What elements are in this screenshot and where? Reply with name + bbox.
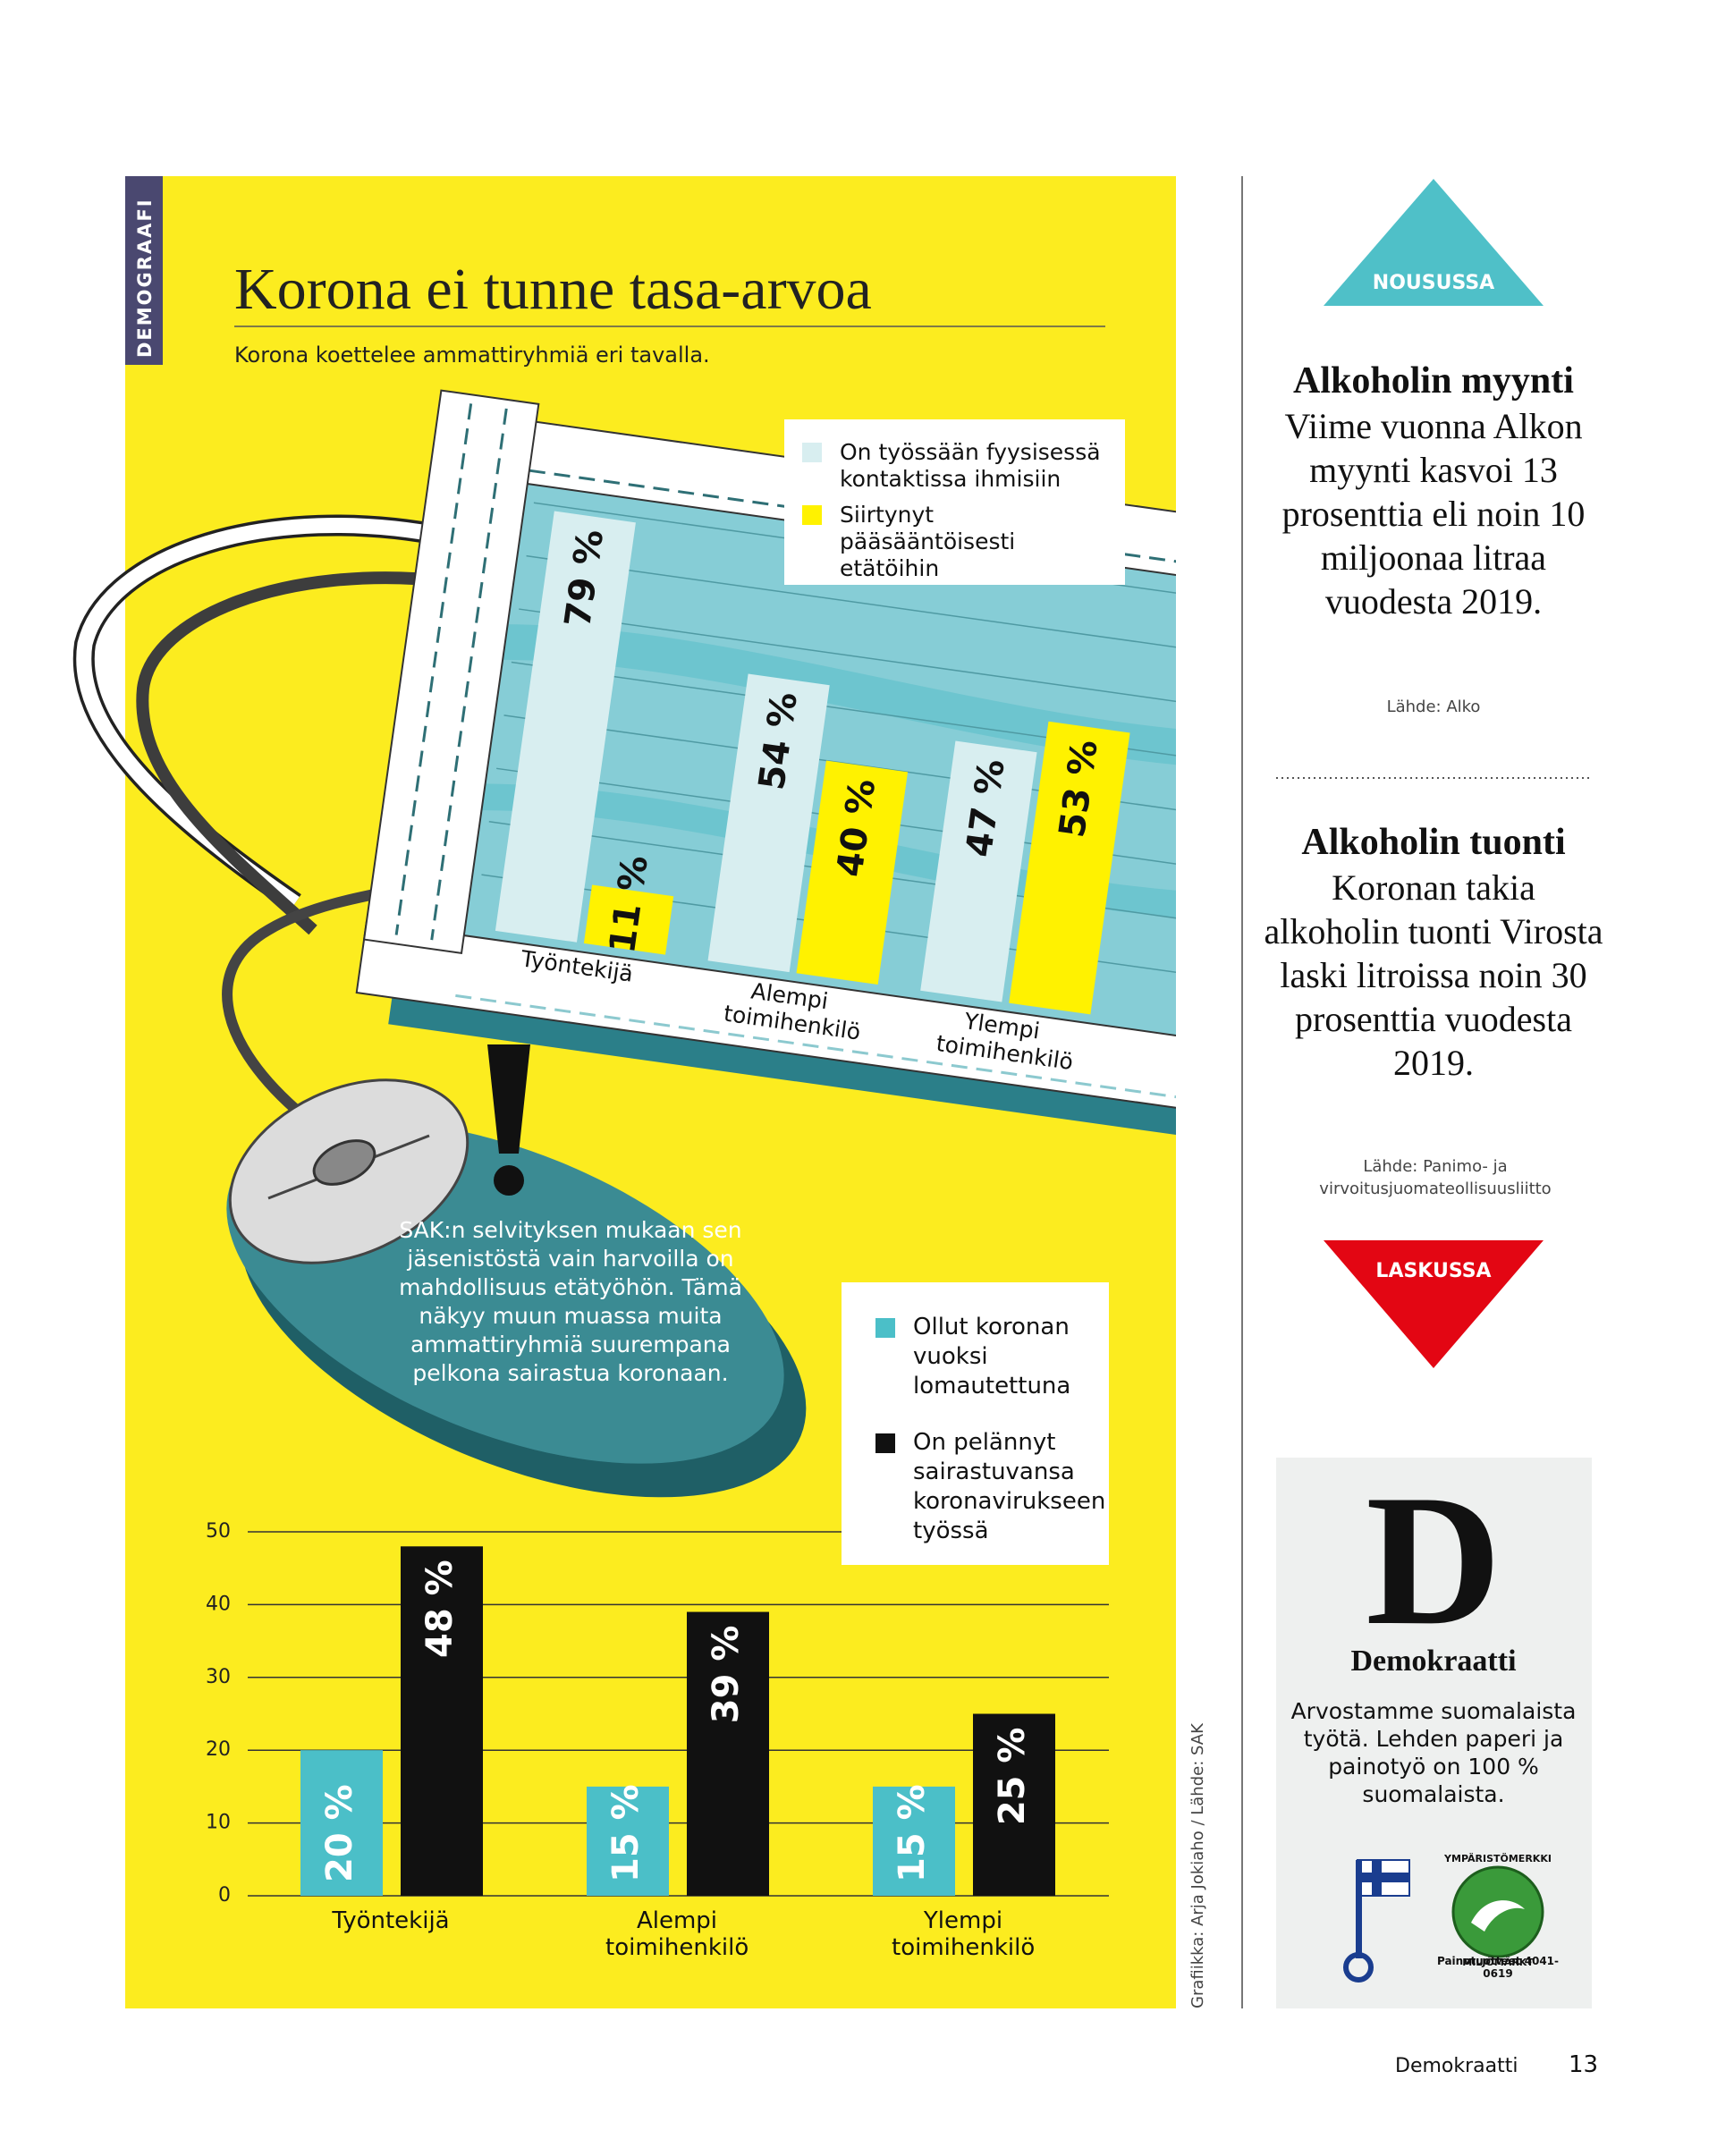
up-triangle <box>1324 179 1544 306</box>
mouse-note: SAK:n selvityksen mukaan sen jäsenistöst… <box>399 1217 742 1386</box>
x-tick-label: Työntekijä <box>332 1907 450 1934</box>
mask-bottom-strip <box>355 920 1176 1119</box>
y-tick-label: 10 <box>206 1812 231 1834</box>
page-number: 13 <box>1569 2051 1599 2078</box>
down-triangle <box>1324 1240 1544 1368</box>
bar <box>687 1611 769 1896</box>
source-2: Lähde: Panimo- ja virvoitusjuomateollisu… <box>1319 1157 1552 1198</box>
bar <box>495 511 636 943</box>
legend-swatch <box>802 505 822 525</box>
bar <box>920 740 1037 1002</box>
legend-text: On työssään fyysisessä kontaktissa ihmis… <box>840 439 1101 492</box>
legend-text: Ollut koronan vuoksi lomautettuna <box>913 1314 1071 1399</box>
stitch <box>529 469 1176 583</box>
eco-code: Painotuotteet 4041-0619 <box>1436 1955 1560 1980</box>
chart-1: 102030405060708079 %11 %54 %40 %47 %53 % <box>446 486 1176 1015</box>
value-label: 15 % <box>892 1784 933 1882</box>
footer-name: Demokraatti <box>1395 2055 1518 2077</box>
legend-text: Siirtynyt pääsääntöisesti etätöihin <box>840 502 1016 581</box>
ear-loop-dark <box>136 571 448 935</box>
up-label: NOUSUSSA <box>1373 272 1494 294</box>
eco-label-bottom: MILJÖMÄRKT <box>1462 1956 1534 1968</box>
y-tick-label: 30 <box>206 1666 231 1688</box>
section-tag-bg <box>125 176 163 365</box>
key-flag-icon <box>1343 1859 1410 1983</box>
eco-label-top: YMPÄRISTÖMERKKI <box>1443 1852 1552 1864</box>
y-tick-label: 0 <box>218 1884 231 1907</box>
title: Korona ei tunne tasa-arvoa <box>234 257 872 322</box>
section-tag: DEMOGRAAFI <box>134 198 156 358</box>
bar <box>587 1786 669 1896</box>
body-1: Viime vuonna Alkon myynti kasvoi 13 pros… <box>1281 406 1586 621</box>
mouse <box>226 1044 807 1498</box>
mask-illustration: 102030405060708079 %11 %54 %40 %47 %53 %… <box>72 389 1176 1144</box>
value-label: 20 % <box>319 1784 360 1882</box>
mouse-cable <box>222 880 422 1113</box>
value-label: 15 % <box>605 1784 647 1882</box>
down-label: LASKUSSA <box>1375 1260 1491 1282</box>
x-tick-label-box: Työntekijä <box>332 1907 450 1934</box>
x-tick-label: Alempi toimihenkilö <box>605 1907 749 1961</box>
bar <box>707 673 830 973</box>
stitch <box>455 993 1176 1108</box>
logo-text: Arvostamme suomalaista työtä. Lehden pap… <box>1290 1698 1577 1807</box>
body-2: Koronan takia alkoholin tuonti Virosta l… <box>1264 867 1603 1083</box>
value-label: 39 % <box>706 1626 747 1724</box>
legend-entry: On pelännyt sairastuvansa koronaviruksee… <box>875 1428 1105 1546</box>
legend-entry: On työssään fyysisessä kontaktissa ihmis… <box>802 439 1107 493</box>
legend-swatch <box>875 1318 895 1338</box>
bar <box>873 1786 955 1896</box>
heading-1: Alkoholin myynti <box>1293 360 1574 402</box>
bar <box>1009 721 1130 1015</box>
value-label: 48 % <box>419 1560 461 1658</box>
grid-line <box>526 554 1176 666</box>
ear-loop <box>76 517 449 909</box>
logo-name: Demokraatti <box>1350 1644 1516 1678</box>
credit: Grafiikka: Arja Jokiaho / Lähde: SAK <box>1188 1722 1207 2008</box>
grid-line <box>511 661 1176 773</box>
legend-1: On työssään fyysisessä kontaktissa ihmis… <box>784 419 1125 585</box>
source-1: Lähde: Alko <box>1386 698 1481 716</box>
heading-2: Alkoholin tuonti <box>1301 822 1566 863</box>
x-tick-label: Ylempi toimihenkilö <box>892 1907 1036 1961</box>
legend-entry: Ollut koronan vuoksi lomautettuna <box>875 1313 1091 1401</box>
mask: 102030405060708079 %11 %54 %40 %47 %53 %… <box>355 389 1176 1144</box>
stitch <box>430 408 508 941</box>
logo-letter: D <box>1366 1457 1501 1664</box>
bar <box>583 884 674 955</box>
mask-left-strip <box>362 389 540 955</box>
stitch <box>394 403 473 935</box>
x-tick-label-box: Alempi toimihenkilö <box>605 1907 749 1961</box>
grid-line <box>519 608 1176 720</box>
y-tick-label: 50 <box>206 1520 231 1543</box>
legend-swatch <box>802 443 822 462</box>
bar <box>796 760 909 985</box>
y-tick-label: 40 <box>206 1593 231 1615</box>
legend-text: On pelännyt sairastuvansa koronaviruksee… <box>913 1429 1106 1544</box>
y-tick-label: 20 <box>206 1738 231 1761</box>
chart-2: 0 10 20 30 40 50 20 % 48 % Työntekijä 15 % 39 % Ale… <box>206 1520 1109 1961</box>
x-tick-label-box: Ylempi toimihenkilö <box>892 1907 1036 1961</box>
bar <box>973 1713 1055 1896</box>
swan <box>1471 1900 1525 1932</box>
value-label: 25 % <box>992 1728 1033 1826</box>
legend-swatch <box>875 1433 895 1453</box>
bar <box>300 1750 383 1896</box>
bar <box>401 1546 483 1896</box>
legend-entry: Siirtynyt pääsääntöisesti etätöihin <box>802 502 1107 582</box>
legend-2: Ollut koronan vuoksi lomautettuna On pel… <box>842 1282 1109 1565</box>
subtitle: Korona koettelee ammattiryhmiä eri taval… <box>234 342 710 368</box>
